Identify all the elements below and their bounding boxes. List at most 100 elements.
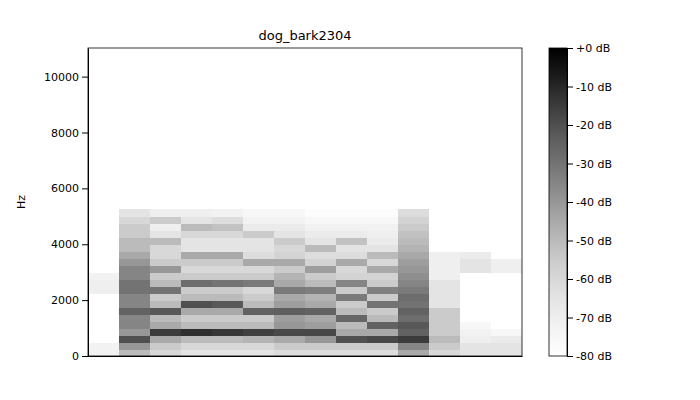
colorbar-tick-label: -80 dB: [576, 350, 612, 363]
cell: [460, 328, 492, 335]
cell: [398, 307, 430, 314]
plot-frame: [88, 48, 522, 356]
cell: [119, 349, 151, 356]
cell: [305, 244, 337, 251]
y-tick-label: 8000: [51, 127, 79, 140]
cell: [429, 307, 461, 314]
cell: [336, 307, 368, 314]
cell: [336, 230, 368, 237]
cell: [212, 209, 244, 216]
cell: [429, 244, 461, 251]
y-tick-mark: [82, 300, 88, 301]
cell: [243, 209, 275, 216]
y-tick-mark: [82, 77, 88, 78]
cell: [119, 321, 151, 328]
colorbar-tick-label: -50 dB: [576, 235, 612, 248]
cell: [460, 286, 492, 293]
cell: [336, 209, 368, 216]
cell: [212, 223, 244, 230]
colorbar-tick: -20 dB: [567, 119, 612, 132]
cell: [305, 209, 337, 216]
cell: [305, 321, 337, 328]
cell: [460, 251, 492, 258]
cell: [274, 230, 306, 237]
cell: [88, 209, 120, 216]
cell: [491, 244, 522, 251]
x-axis-line: [89, 356, 523, 357]
cell: [212, 286, 244, 293]
cell: [491, 279, 522, 286]
cell: [429, 349, 461, 356]
cell: [336, 223, 368, 230]
cell: [460, 300, 492, 307]
y-tick-mark: [82, 356, 88, 357]
cell: [305, 342, 337, 349]
cell: [491, 314, 522, 321]
cell: [243, 349, 275, 356]
cell: [367, 293, 399, 300]
cell: [181, 279, 213, 286]
colorbar-tick-mark: [567, 164, 573, 165]
cell: [491, 349, 522, 356]
cell: [398, 272, 430, 279]
cell: [243, 272, 275, 279]
cell: [398, 349, 430, 356]
cell: [491, 251, 522, 258]
cell: [398, 321, 430, 328]
cell: [367, 279, 399, 286]
colorbar-tick: -80 dB: [567, 350, 612, 363]
cell: [336, 258, 368, 265]
cell: [305, 328, 337, 335]
cell: [491, 328, 522, 335]
cell: [367, 314, 399, 321]
cell: [429, 223, 461, 230]
cell: [305, 335, 337, 342]
cell: [460, 272, 492, 279]
cell: [491, 265, 522, 272]
cell: [367, 286, 399, 293]
cell: [491, 307, 522, 314]
cell: [150, 349, 182, 356]
cell: [491, 258, 522, 265]
cell: [336, 244, 368, 251]
cell: [305, 251, 337, 258]
cell: [181, 258, 213, 265]
cell: [212, 293, 244, 300]
y-tick: 10000: [44, 71, 88, 84]
cell: [274, 279, 306, 286]
cell: [274, 300, 306, 307]
cell: [367, 342, 399, 349]
cell: [367, 216, 399, 223]
cell: [88, 286, 120, 293]
cell: [429, 230, 461, 237]
cell: [491, 321, 522, 328]
cell: [119, 307, 151, 314]
cell: [181, 314, 213, 321]
cell: [181, 272, 213, 279]
colorbar-tick-mark: [567, 241, 573, 242]
cell: [491, 209, 522, 216]
y-tick-label: 6000: [51, 182, 79, 195]
y-tick: 0: [72, 350, 88, 363]
cell: [181, 321, 213, 328]
cell: [243, 265, 275, 272]
cell: [491, 293, 522, 300]
cell: [88, 279, 120, 286]
cell: [429, 265, 461, 272]
cell: [460, 230, 492, 237]
cell: [429, 216, 461, 223]
cell: [274, 258, 306, 265]
cell: [150, 300, 182, 307]
cell: [429, 328, 461, 335]
title: dog_bark2304: [258, 28, 351, 43]
cell: [243, 279, 275, 286]
cell: [274, 314, 306, 321]
cell: [88, 216, 120, 223]
cell: [336, 293, 368, 300]
cell: [150, 272, 182, 279]
cell: [243, 223, 275, 230]
cell: [398, 328, 430, 335]
cell: [336, 335, 368, 342]
colorbar-tick: -70 dB: [567, 312, 612, 325]
cell: [367, 251, 399, 258]
